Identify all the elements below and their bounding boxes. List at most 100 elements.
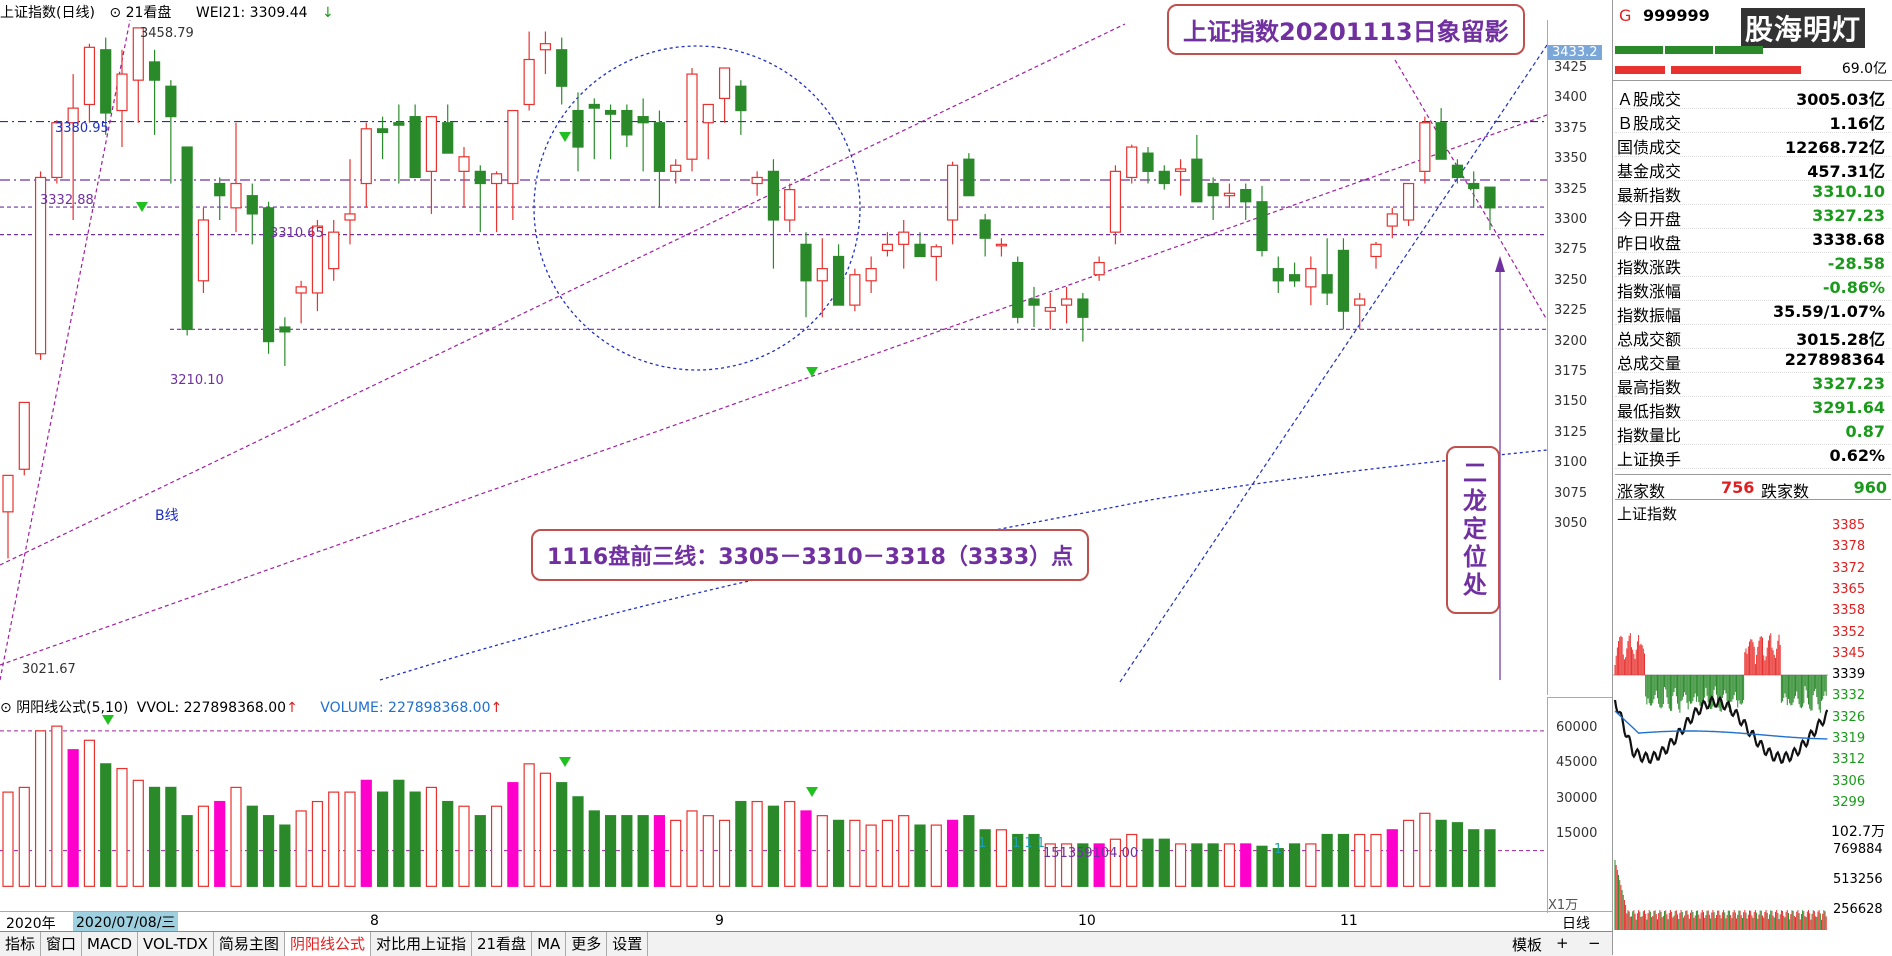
tab-more[interactable]: 更多 xyxy=(566,932,608,956)
tab-simple-main[interactable]: 简易主图 xyxy=(214,932,285,956)
quote-value: 12268.72亿 xyxy=(1784,138,1885,157)
candle xyxy=(1484,186,1496,231)
title-callout: 上证指数20201113日象留影 xyxy=(1167,4,1525,55)
quote-label: 昨日收盘 xyxy=(1617,234,1682,253)
trendline-upper xyxy=(0,23,1126,566)
candle-body xyxy=(702,103,714,124)
volume-bar xyxy=(295,810,307,887)
volume-bar xyxy=(393,779,405,887)
down-trendline xyxy=(1394,59,1547,321)
candle xyxy=(604,104,617,160)
tab-vol-tdx[interactable]: VOL-TDX xyxy=(138,932,214,956)
intraday-vol-unit: 102.7万 xyxy=(1831,824,1886,840)
candle xyxy=(1402,182,1415,227)
volume-bar xyxy=(376,791,389,887)
candle-body xyxy=(262,207,275,343)
candle-body xyxy=(1093,261,1105,276)
volume-bar xyxy=(784,800,796,887)
tab-compare-sh[interactable]: 对比用上证指 xyxy=(371,932,472,956)
intraday-volume-chart xyxy=(1614,860,1827,930)
candle-body xyxy=(360,128,372,185)
wei21-indicator: WEI21: 3309.44 ↓ xyxy=(195,5,334,21)
quote-row: 指数振幅 35.59/1.07% xyxy=(1615,300,1891,325)
candlestick-chart[interactable] xyxy=(0,20,1547,695)
volume-bar xyxy=(1028,833,1040,887)
quote-label: 指数量比 xyxy=(1617,426,1682,445)
intraday-tick: 3345 xyxy=(1832,645,1866,661)
candle xyxy=(246,183,258,245)
candle xyxy=(1158,165,1170,190)
candle xyxy=(262,201,275,354)
quote-value: 3338.68 xyxy=(1812,230,1885,249)
tab-indicator[interactable]: 指标 xyxy=(0,932,42,956)
tab-window[interactable]: 窗口 xyxy=(41,932,83,956)
volume-bar xyxy=(230,786,242,887)
watermark-text: 股海明灯 xyxy=(1741,8,1866,48)
volume-bar xyxy=(1354,833,1366,887)
candle xyxy=(490,171,503,233)
candle-body xyxy=(474,170,486,185)
candle xyxy=(816,238,828,318)
intraday-tick: 3299 xyxy=(1832,794,1866,810)
template-button[interactable]: 模板 xyxy=(1512,936,1543,954)
intraday-tick: 3378 xyxy=(1832,539,1866,555)
volume-bar xyxy=(898,815,910,887)
candle-body xyxy=(1321,274,1333,294)
green-arrow-marker xyxy=(806,367,818,377)
quote-value: 3005.03亿 xyxy=(1796,90,1885,109)
zoom-in-button[interactable]: + xyxy=(1556,934,1569,952)
candle-body xyxy=(100,49,112,114)
quote-label: 今日开盘 xyxy=(1617,210,1682,229)
volume-bar xyxy=(653,815,666,887)
date-axis: 2020年 2020/07/08/三 8 9 10 11 日线 xyxy=(0,911,1612,932)
tab-21-panel[interactable]: 21看盘 xyxy=(472,932,533,956)
vol-green-arrow xyxy=(806,787,818,797)
volume-bar xyxy=(51,725,63,887)
quote-value: 3015.28亿 xyxy=(1796,330,1885,349)
month-11: 11 xyxy=(1340,913,1358,929)
vol-ones-b: 1 1 1 xyxy=(1012,836,1046,851)
candle-body xyxy=(1272,268,1284,282)
candle xyxy=(898,220,910,269)
candle-body xyxy=(1142,152,1154,172)
candle xyxy=(637,98,649,172)
tab-settings[interactable]: 设置 xyxy=(607,932,649,956)
candle-body xyxy=(83,46,96,106)
volume-bar xyxy=(637,815,649,887)
period-label[interactable]: 日线 xyxy=(1562,916,1590,932)
candle xyxy=(197,207,210,293)
volume-chart[interactable] xyxy=(0,715,1547,910)
candle-body xyxy=(328,231,340,270)
candle xyxy=(1109,165,1122,245)
price-tick: 3225 xyxy=(1554,303,1588,319)
candle xyxy=(751,171,763,196)
down-count-value: 960 xyxy=(1853,478,1887,497)
volume-bar xyxy=(2,791,14,887)
zoom-out-button[interactable]: − xyxy=(1588,934,1601,952)
quote-label: 最低指数 xyxy=(1617,402,1682,421)
candle-body xyxy=(393,122,405,126)
volume-bar xyxy=(181,815,193,887)
panel-mode-toggle[interactable]: ⊙ 21看盘 xyxy=(109,5,172,21)
candle-body xyxy=(1191,158,1203,203)
rally-trendline xyxy=(0,20,131,681)
candle-body xyxy=(442,122,454,154)
tab-yinyang-formula[interactable]: 阴阳线公式 xyxy=(284,932,371,956)
volume-formula[interactable]: ⊙ 阴阳线公式(5,10) xyxy=(0,700,129,716)
candle xyxy=(409,104,421,179)
candle xyxy=(523,31,535,111)
volume-bar xyxy=(963,815,975,887)
candle xyxy=(116,49,128,148)
green-arrow-marker xyxy=(136,202,148,212)
tab-ma[interactable]: MA xyxy=(532,932,567,956)
candle xyxy=(393,104,405,184)
candle-body xyxy=(539,43,552,51)
tab-macd[interactable]: MACD xyxy=(82,932,138,956)
intraday-chart[interactable] xyxy=(1613,525,1828,825)
candle xyxy=(767,159,780,269)
candle xyxy=(1288,262,1301,287)
candle xyxy=(474,165,486,233)
volume-bar xyxy=(360,779,372,887)
volume-bar xyxy=(946,819,959,887)
volume-bar xyxy=(621,815,633,887)
